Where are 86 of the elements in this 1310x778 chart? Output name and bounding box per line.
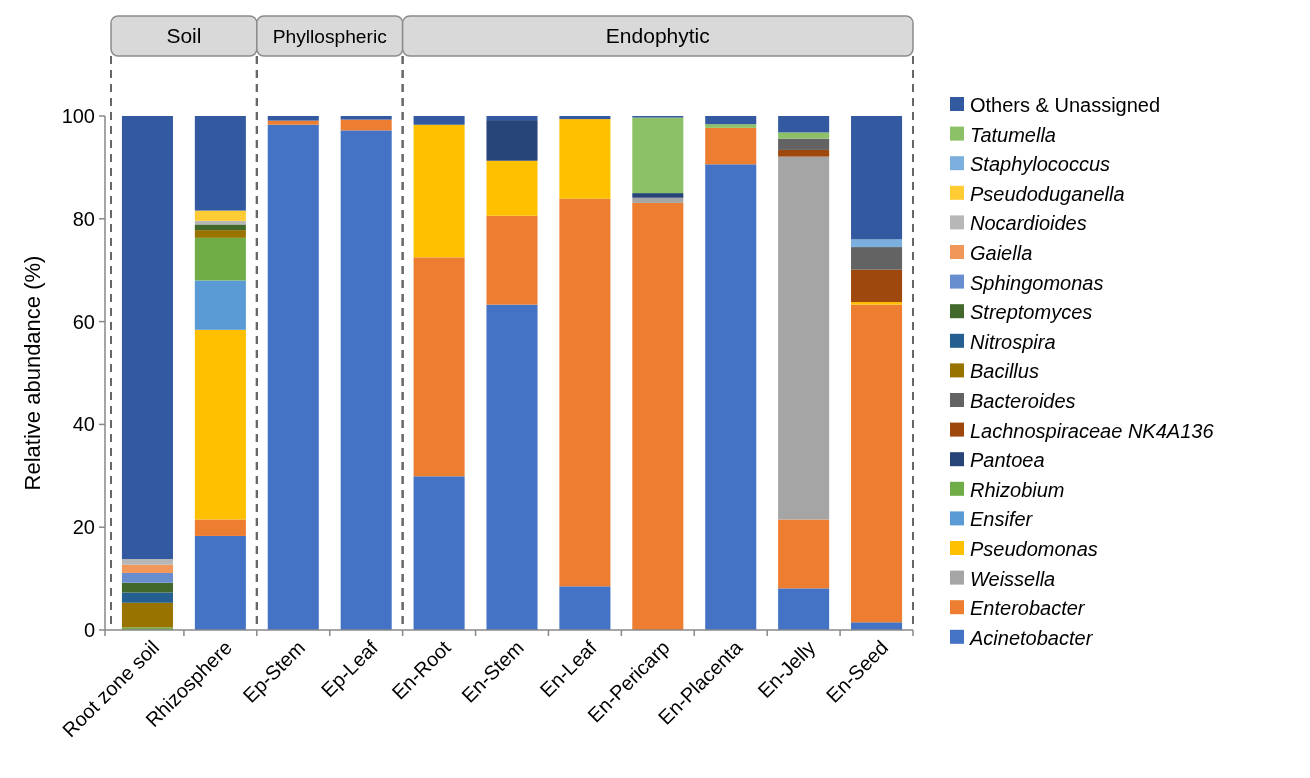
y-tick-label: 80 <box>72 207 95 230</box>
bar <box>851 239 903 248</box>
bar <box>851 247 903 270</box>
y-tick-label: 20 <box>72 516 95 539</box>
bar <box>121 572 173 583</box>
bar <box>705 116 757 125</box>
legend-label: Lachnospiraceae NK4A136 <box>970 419 1215 442</box>
legend-label: Tatumella <box>970 123 1056 146</box>
bar <box>121 592 173 603</box>
bar <box>340 116 392 120</box>
bar <box>486 160 538 216</box>
bar <box>778 138 830 150</box>
bar <box>121 602 173 628</box>
bar <box>705 124 757 128</box>
bar <box>413 476 465 630</box>
bar <box>194 210 246 221</box>
legend-label: Bacillus <box>970 360 1039 383</box>
legend-label: Bacteroides <box>970 390 1076 412</box>
y-tick-label: 60 <box>72 310 95 333</box>
legend-label: Ensifer <box>970 508 1034 531</box>
y-tick-label: 100 <box>61 105 95 127</box>
text: Soil <box>166 24 202 47</box>
bar <box>851 116 903 240</box>
legend-label: Pantoea <box>970 449 1045 472</box>
y-axis-title: Relative abundance (%) <box>20 255 45 491</box>
y-tick-label: 40 <box>72 413 95 436</box>
bar <box>486 304 538 630</box>
bar <box>121 116 173 560</box>
bar <box>121 564 173 573</box>
legend-label: Acinetobacter <box>969 626 1094 649</box>
bar <box>778 588 830 630</box>
bar <box>632 193 684 198</box>
bar <box>194 116 246 211</box>
bar <box>194 230 246 238</box>
bar <box>267 124 319 630</box>
bar <box>194 329 246 520</box>
bar <box>194 237 246 281</box>
bar <box>559 116 611 120</box>
bar <box>267 116 319 121</box>
bar <box>851 302 903 305</box>
bar <box>705 127 757 165</box>
bar <box>559 198 611 587</box>
bar <box>778 156 830 520</box>
bar <box>486 120 538 161</box>
legend-label: Enterobacter <box>970 597 1086 620</box>
bar <box>413 257 465 477</box>
legend-label: Staphylococcus <box>970 153 1111 176</box>
bar <box>194 280 246 330</box>
bar <box>194 519 246 536</box>
bar <box>486 116 538 121</box>
text: Endophytic <box>605 24 710 47</box>
legend-label: Gaiella <box>970 242 1033 264</box>
legend-label: Nitrospira <box>970 330 1056 353</box>
bar <box>851 269 903 303</box>
legend-label: Streptomyces <box>970 301 1093 324</box>
bar <box>413 116 465 125</box>
legend-label: Pseudomonas <box>970 538 1098 560</box>
legend-label: Pseudoduganella <box>970 182 1125 205</box>
y-tick-label: 0 <box>83 619 95 641</box>
bar <box>632 197 684 203</box>
legend-label: Rhizobium <box>970 478 1065 501</box>
bar <box>559 119 611 199</box>
bar <box>778 132 830 139</box>
bar <box>851 622 903 630</box>
bar <box>413 124 465 258</box>
bar <box>267 120 319 125</box>
bar <box>340 130 392 630</box>
bar <box>851 304 903 623</box>
text: Phyllospheric <box>272 26 388 47</box>
legend-label: Nocardioides <box>970 212 1087 235</box>
bar <box>632 117 684 194</box>
bar <box>559 586 611 630</box>
bar <box>121 582 173 593</box>
legend-label: Others & Unassigned <box>970 94 1161 116</box>
bar <box>778 149 830 157</box>
bar <box>340 119 392 131</box>
legend-label: Weissella <box>970 567 1056 590</box>
bar <box>778 116 830 133</box>
bar <box>486 215 538 305</box>
bar <box>121 559 173 565</box>
bar <box>632 202 684 630</box>
bar <box>194 224 246 231</box>
legend-label: Sphingomonas <box>970 271 1104 294</box>
bar <box>705 164 757 630</box>
bar <box>778 519 830 589</box>
bar <box>194 535 246 630</box>
